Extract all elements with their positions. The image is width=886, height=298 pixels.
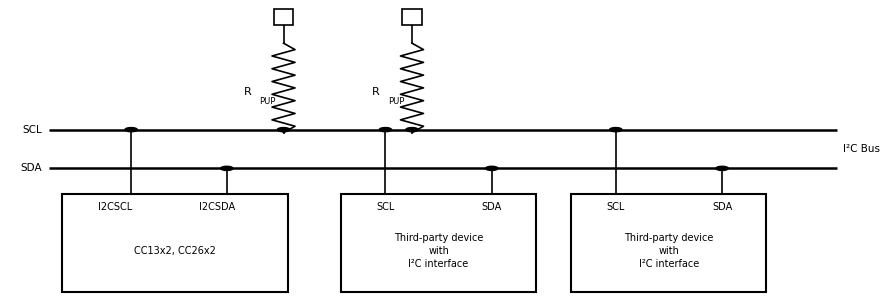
Text: SDA: SDA: [482, 202, 501, 212]
Text: SCL: SCL: [22, 125, 42, 135]
Text: R: R: [372, 87, 380, 97]
Text: Third-party device
with
I²C interface: Third-party device with I²C interface: [625, 232, 713, 269]
Text: CC13x2, CC26x2: CC13x2, CC26x2: [134, 246, 215, 256]
Circle shape: [221, 166, 233, 170]
Bar: [62, 194, 288, 292]
Text: SCL: SCL: [377, 202, 394, 212]
Text: SDA: SDA: [712, 202, 732, 212]
Circle shape: [406, 128, 418, 132]
Circle shape: [486, 166, 498, 170]
Bar: [402, 9, 422, 25]
Text: SDA: SDA: [20, 163, 42, 173]
Circle shape: [125, 128, 137, 132]
Text: Third-party device
with
I²C interface: Third-party device with I²C interface: [394, 232, 483, 269]
Text: I²C Bus: I²C Bus: [843, 144, 881, 154]
Bar: [341, 194, 536, 292]
Text: R: R: [244, 87, 252, 97]
Text: I2CSDA: I2CSDA: [199, 202, 235, 212]
Text: PUP: PUP: [260, 97, 276, 106]
Text: SCL: SCL: [607, 202, 625, 212]
Bar: [571, 194, 766, 292]
Text: I2CSCL: I2CSCL: [98, 202, 132, 212]
Circle shape: [379, 128, 392, 132]
Circle shape: [277, 128, 290, 132]
Text: PUP: PUP: [388, 97, 404, 106]
Bar: [274, 9, 293, 25]
Circle shape: [610, 128, 622, 132]
Circle shape: [716, 166, 728, 170]
